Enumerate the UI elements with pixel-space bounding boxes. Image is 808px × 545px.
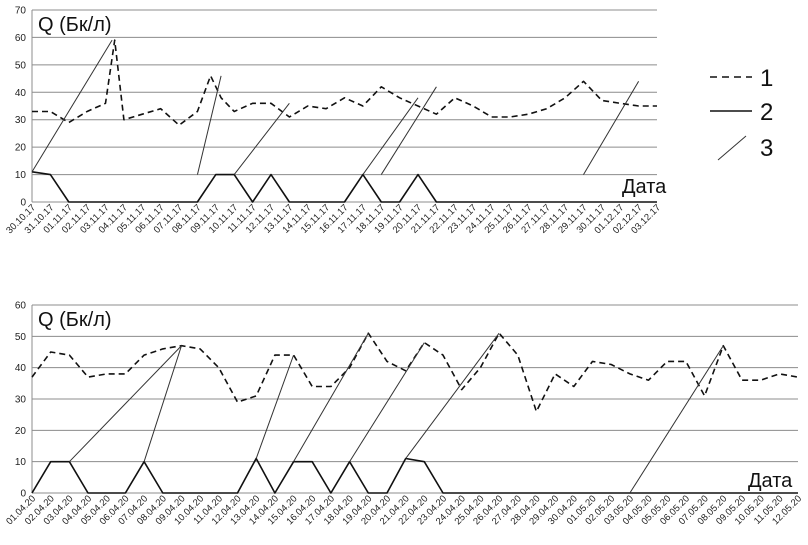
series-1-line [32, 39, 657, 126]
y-tick-label: 10 [15, 170, 27, 181]
series-3-connector [362, 97, 419, 175]
series-3-connector [196, 75, 222, 175]
y-tick-label: 50 [15, 60, 27, 71]
series-3-connector [143, 345, 182, 462]
legend-item-2: 2 [710, 99, 773, 126]
legend: 1 2 3 [710, 65, 773, 162]
x-axis-label: Дата [622, 176, 667, 198]
series-1-line [31, 332, 799, 413]
series-3-connector [380, 86, 437, 175]
series-3-connector [69, 345, 182, 463]
series-3-connector [293, 332, 369, 462]
y-tick-label: 70 [15, 6, 27, 17]
y-tick-label: 50 [15, 332, 27, 343]
legend-label-3: 3 [760, 135, 773, 162]
y-tick-label: 10 [15, 457, 27, 468]
y-tick-label: 20 [15, 426, 27, 437]
legend-swatch-thin-diagonal [717, 135, 747, 161]
y-tick-label: 40 [15, 88, 27, 99]
series-3-connector [629, 345, 724, 494]
y-tick-label: 0 [20, 489, 26, 500]
legend-item-3: 3 [717, 135, 773, 162]
legend-label-2: 2 [760, 99, 773, 126]
series-3-connector [31, 39, 113, 173]
series-3-connector [255, 354, 295, 459]
series-3-connector [583, 81, 640, 175]
y-axis-label: Q (Бк/л) [38, 309, 112, 331]
y-tick-label: 40 [15, 363, 27, 374]
legend-label-1: 1 [760, 65, 773, 92]
y-tick-label: 60 [15, 301, 27, 312]
y-tick-label: 30 [15, 115, 27, 126]
series-3-connector [349, 342, 425, 462]
y-tick-label: 30 [15, 395, 27, 406]
y-tick-label: 60 [15, 33, 27, 44]
y-tick-label: 0 [20, 198, 26, 209]
series-3-connector [233, 102, 290, 175]
x-axis-label: Дата [748, 470, 793, 492]
series-2-line [31, 171, 657, 203]
series-2-line [31, 457, 798, 494]
legend-item-1: 1 [710, 65, 773, 92]
y-axis-label: Q (Бк/л) [38, 14, 112, 36]
y-tick-label: 20 [15, 143, 27, 154]
series-3-connector [405, 332, 500, 459]
